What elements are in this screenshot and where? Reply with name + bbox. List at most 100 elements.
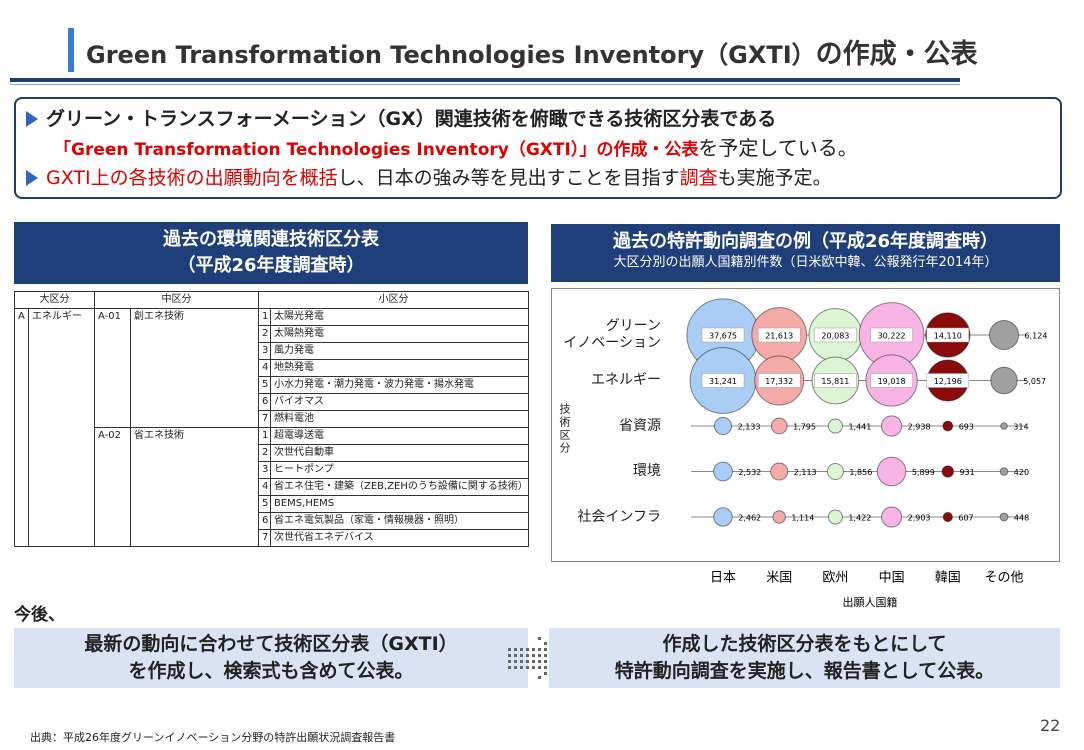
table-cell: 4 xyxy=(258,478,271,496)
x-tick-label: 欧州 xyxy=(822,571,848,586)
table-cell: 省エネ電気製品（家電・情報機器・照明） xyxy=(270,512,529,530)
value-label: 6,124 xyxy=(1025,332,1048,341)
row-label: 環境 xyxy=(633,463,661,479)
summary-box xyxy=(14,97,1062,199)
table-cell: 6 xyxy=(258,512,271,530)
table-row: 4 地熱発電 xyxy=(15,359,529,377)
header-rule xyxy=(10,78,960,82)
table-cell: 地熱発電 xyxy=(270,359,529,377)
table-row: 3 風力発電 xyxy=(15,342,529,360)
value-label: 1,795 xyxy=(793,423,816,432)
table-cell: 3 xyxy=(258,461,271,479)
value-label: 607 xyxy=(958,514,973,523)
value-label-box xyxy=(701,327,745,343)
table-cell: 省エネ技術 xyxy=(130,427,259,547)
value-label: 17,332 xyxy=(765,377,793,386)
bubble xyxy=(988,319,1020,351)
outlook-box: 最新の動向に合わせて技術区分表（GXTI） を作成し、検索式も含めて公表。 xyxy=(14,628,528,688)
bubble xyxy=(1000,422,1008,430)
x-tick-label: 日本 xyxy=(710,571,736,586)
value-label: 37,675 xyxy=(709,332,737,341)
row-label: エネルギー xyxy=(591,372,661,388)
header-rule-thin xyxy=(10,84,960,85)
row-label: 社会インフラ xyxy=(577,508,661,525)
table-cell: 2 xyxy=(258,444,271,462)
table-row: 大区分 中区分 小区分 xyxy=(14,291,529,309)
table-cell: ヒートポンプ xyxy=(270,461,529,479)
table-cell: エネルギー xyxy=(28,308,95,547)
value-label-box xyxy=(926,373,970,388)
value-label: 1,422 xyxy=(848,514,871,523)
outlook-text: 特許動向調査を実施し、報告書として公表。 xyxy=(614,660,995,682)
table-cell: A-01 xyxy=(94,308,131,428)
title-suffix: の作成・公表 xyxy=(815,39,978,70)
outlook-text: 作成した技術区分表をもとにして xyxy=(662,633,947,655)
left-title-line: （平成26年度調査時） xyxy=(177,255,365,276)
x-tick-label: 韓国 xyxy=(935,571,961,586)
value-label: 31,241 xyxy=(709,377,737,386)
x-tick-label: その他 xyxy=(984,571,1023,586)
summary-line: GXTI上の各技術の出願動向を概括し、日本の強み等を見出すことを目指す調査も実施… xyxy=(26,163,832,190)
value-label: 30,222 xyxy=(878,332,906,341)
bubble xyxy=(772,510,786,524)
value-label: 931 xyxy=(959,468,974,477)
bubble xyxy=(999,512,1009,522)
value-label: 693 xyxy=(959,423,974,432)
table-cell: 5 xyxy=(258,495,271,513)
table-cell: 4 xyxy=(258,359,271,377)
summary-text: グリーン・トランスフォーメーション（GX）関連技術を俯瞰できる技術区分表である xyxy=(46,108,777,130)
value-label: 5,899 xyxy=(912,468,935,477)
value-label: 2,938 xyxy=(908,423,931,432)
row-label: グリーン イノベーション xyxy=(563,318,661,351)
bubble xyxy=(941,465,954,478)
summary-text: し、日本の強み等を見出すことを目指す xyxy=(337,167,680,189)
value-label-box xyxy=(757,373,801,388)
x-tick-label: 中国 xyxy=(879,571,905,586)
bubble xyxy=(990,366,1018,395)
summary-line: グリーン・トランスフォーメーション（GX）関連技術を俯瞰できる技術区分表である xyxy=(26,104,776,131)
bubble xyxy=(713,507,733,527)
x-tick-label: 米国 xyxy=(766,571,792,586)
bubble xyxy=(881,415,903,437)
value-label: 2,903 xyxy=(908,514,931,523)
summary-text: も実施予定。 xyxy=(717,167,832,189)
value-label: 20,083 xyxy=(821,332,849,341)
value-label: 1,856 xyxy=(849,468,872,477)
table-cell: A-02 xyxy=(94,427,131,547)
bubble xyxy=(881,506,903,528)
table-cell: 5 xyxy=(258,376,271,394)
left-title: 過去の環境関連技術区分表 （平成26年度調査時） xyxy=(14,222,528,284)
summary-text: 「Green Transformation Technologies Inven… xyxy=(54,140,699,160)
table-cell: BEMS,HEMS xyxy=(270,495,529,513)
table-cell: 2 xyxy=(258,325,271,343)
table-header: 中区分 xyxy=(94,291,259,309)
value-label: 1,441 xyxy=(848,423,871,432)
value-label: 448 xyxy=(1014,514,1029,523)
bubble xyxy=(713,416,733,436)
source: 出典：平成26年度グリーンイノベーション分野の特許出願状況調査報告書 xyxy=(30,731,396,744)
table-cell: 太陽光発電 xyxy=(270,308,529,326)
summary-text: を予定している。 xyxy=(698,136,858,160)
outlook-box: 作成した技術区分表をもとにして 特許動向調査を実施し、報告書として公表。 xyxy=(549,628,1060,688)
title-bar xyxy=(68,28,74,72)
value-label: 15,811 xyxy=(821,377,849,386)
chart-subtitle: 大区分別の出願人国籍別件数（日米欧中韓、公報発行年2014年） xyxy=(613,255,998,270)
row-label: 省資源 xyxy=(619,417,661,434)
table-cell: 風力発電 xyxy=(270,342,529,360)
bubble xyxy=(713,461,733,482)
table-cell: 1 xyxy=(258,308,271,326)
table-cell: 次世代省エネデバイス xyxy=(270,529,529,547)
table-cell: バイオマス xyxy=(270,393,529,411)
table-row: A エネルギー A-01 創エネ技術 1 太陽光発電 xyxy=(14,308,529,547)
value-label: 2,532 xyxy=(738,468,761,477)
value-label: 1,114 xyxy=(791,514,814,523)
classification-table: 大区分 中区分 小区分 A エネルギー A-01 創エネ技術 1 太陽光発電 2 太陽熱発電 3 風力発… xyxy=(14,291,529,547)
bubble xyxy=(826,462,844,481)
x-axis-label: 出願人国籍 xyxy=(843,595,898,609)
table-row: 2 次世代自動車 xyxy=(15,444,529,462)
bubble xyxy=(876,456,907,487)
y-axis-label: 技術区分 xyxy=(558,403,571,455)
table-cell: 7 xyxy=(258,410,271,428)
value-label: 2,462 xyxy=(738,514,761,523)
value-label-box xyxy=(870,373,913,388)
